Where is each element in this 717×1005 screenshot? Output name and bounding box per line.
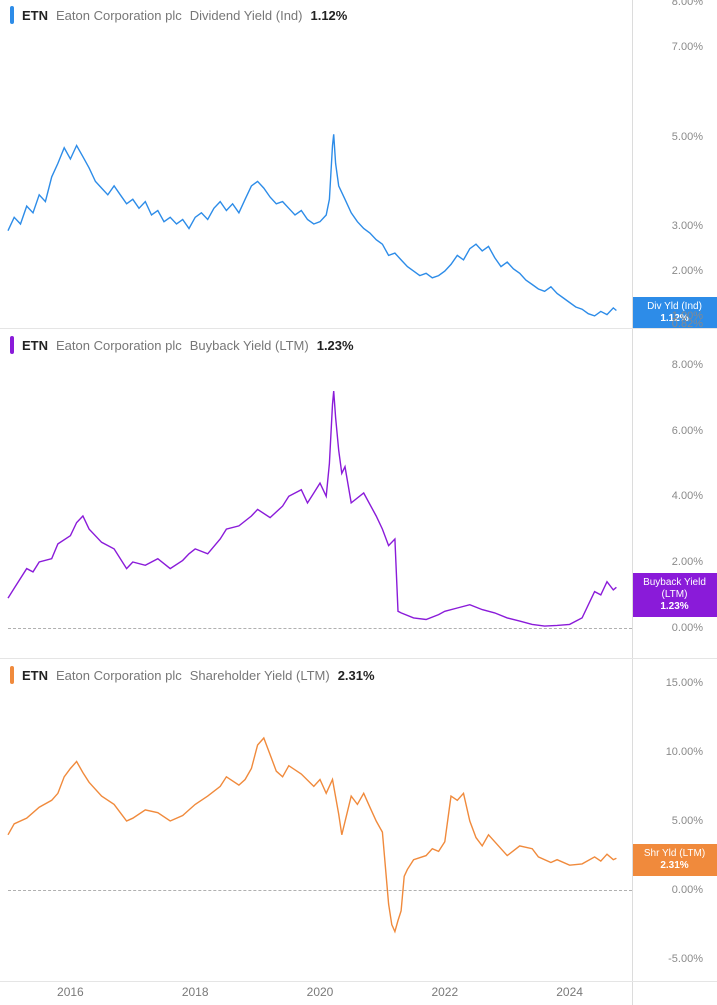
y-tick-label: 8.00% — [672, 359, 703, 371]
last-value-flag: Buyback Yield (LTM) 1.23% — [632, 573, 717, 617]
chart-panel-buyback-yield[interactable]: ETN Eaton Corporation plc Buyback Yield … — [0, 330, 717, 656]
last-value-label: Buyback Yield (LTM) — [638, 577, 711, 601]
x-tick-label: 2024 — [556, 985, 583, 999]
y-tick-label: 2.00% — [672, 265, 703, 277]
chart-header: ETN Eaton Corporation plc Buyback Yield … — [10, 336, 354, 354]
last-value-flag: Shr Yld (LTM) 2.31% — [632, 844, 717, 876]
y-tick-label: 5.00% — [672, 815, 703, 827]
y-tick-label: 7.00% — [672, 41, 703, 53]
last-value-number: 2.31% — [638, 860, 711, 872]
series-color-pill — [10, 336, 14, 354]
series-current-value: 1.12% — [310, 8, 347, 23]
x-tick-label: 2016 — [57, 985, 84, 999]
plot-area[interactable] — [8, 660, 632, 982]
y-tick-label: 10.00% — [666, 746, 703, 758]
y-axis: Shr Yld (LTM) 2.31% 15.00% 10.00% 5.00% 0.0… — [632, 660, 717, 982]
y-axis: Div Yld (Ind) 1.12% 8.00%7.00%5.00%3.00%… — [632, 0, 717, 326]
x-axis: 2016 2018 2020 2022 2024 — [8, 981, 632, 1005]
chart-panel-shareholder-yield[interactable]: ETN Eaton Corporation plc Shareholder Yi… — [0, 660, 717, 982]
series-color-pill — [10, 666, 14, 684]
last-value-label: Shr Yld (LTM) — [638, 848, 711, 860]
y-tick-label: 5.00% — [672, 131, 703, 143]
price-line — [8, 738, 616, 932]
y-tick-label: 0.00% — [672, 622, 703, 634]
series-color-pill — [10, 6, 14, 24]
plot-area[interactable] — [8, 0, 632, 326]
last-value-number: 1.23% — [638, 601, 711, 613]
chart-header: ETN Eaton Corporation plc Dividend Yield… — [10, 6, 347, 24]
plot-area[interactable] — [8, 330, 632, 656]
axis-separator — [632, 0, 633, 1005]
series-name: Dividend Yield (Ind) — [190, 8, 303, 23]
y-axis: Buyback Yield (LTM) 1.23% 8.00% 6.00% 4.00… — [632, 330, 717, 656]
company-name: Eaton Corporation plc — [56, 668, 182, 683]
company-name: Eaton Corporation plc — [56, 338, 182, 353]
series-name: Shareholder Yield (LTM) — [190, 668, 330, 683]
x-tick-label: 2018 — [182, 985, 209, 999]
chart-header: ETN Eaton Corporation plc Shareholder Yi… — [10, 666, 375, 684]
y-tick-label: 2.00% — [672, 556, 703, 568]
y-tick-label: 15.00% — [666, 677, 703, 689]
y-tick-label: 4.00% — [672, 490, 703, 502]
x-tick-label: 2020 — [307, 985, 334, 999]
series-current-value: 1.23% — [317, 338, 354, 353]
ticker-label: ETN — [22, 338, 48, 353]
price-line — [8, 134, 616, 316]
company-name: Eaton Corporation plc — [56, 8, 182, 23]
series-current-value: 2.31% — [338, 668, 375, 683]
y-tick-label: 6.00% — [672, 425, 703, 437]
series-name: Buyback Yield (LTM) — [190, 338, 309, 353]
x-tick-label: 2022 — [431, 985, 458, 999]
y-tick-label: 3.00% — [672, 220, 703, 232]
chart-panel-dividend-yield[interactable]: ETN Eaton Corporation plc Dividend Yield… — [0, 0, 717, 326]
y-tick-label: 0.00% — [672, 884, 703, 896]
ticker-label: ETN — [22, 668, 48, 683]
y-tick-label: -5.00% — [668, 953, 703, 965]
price-line — [8, 391, 616, 626]
y-tick-label: 8.00% — [672, 0, 703, 8]
ticker-label: ETN — [22, 8, 48, 23]
